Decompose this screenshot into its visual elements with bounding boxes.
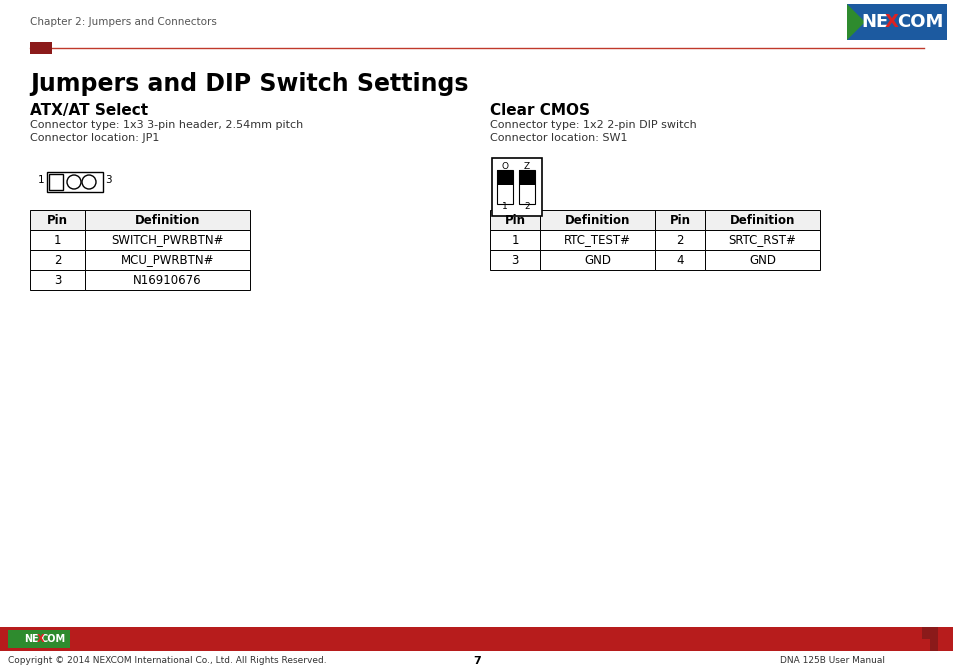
Bar xyxy=(655,210,704,230)
Bar xyxy=(490,250,539,270)
Text: GND: GND xyxy=(748,253,775,267)
Text: N16910676: N16910676 xyxy=(133,274,202,286)
Bar xyxy=(704,210,820,230)
Text: Connector type: 1x3 3-pin header, 2.54mm pitch: Connector type: 1x3 3-pin header, 2.54mm… xyxy=(30,120,303,130)
Bar xyxy=(490,230,539,250)
Bar xyxy=(655,250,704,270)
Bar xyxy=(490,210,539,230)
Text: Definition: Definition xyxy=(134,214,200,226)
Text: Z: Z xyxy=(523,162,530,171)
Text: COM: COM xyxy=(41,634,66,644)
Text: X: X xyxy=(37,634,45,644)
Text: Connector location: SW1: Connector location: SW1 xyxy=(490,133,627,143)
Text: 3: 3 xyxy=(53,274,61,286)
Bar xyxy=(85,230,250,250)
Bar xyxy=(8,630,70,648)
Text: RTC_TEST#: RTC_TEST# xyxy=(563,233,630,247)
Bar xyxy=(539,210,655,230)
Text: X: X xyxy=(884,13,898,31)
Bar xyxy=(921,627,937,639)
Bar xyxy=(85,270,250,290)
Text: 1: 1 xyxy=(501,202,507,211)
Text: NE: NE xyxy=(24,634,39,644)
Bar xyxy=(30,250,85,270)
Bar xyxy=(704,250,820,270)
Bar xyxy=(0,627,953,651)
Polygon shape xyxy=(846,4,864,40)
Text: ATX/AT Select: ATX/AT Select xyxy=(30,103,148,118)
Text: SWITCH_PWRBTN#: SWITCH_PWRBTN# xyxy=(112,233,224,247)
Bar xyxy=(30,270,85,290)
Text: Pin: Pin xyxy=(47,214,68,226)
Bar xyxy=(704,230,820,250)
Text: MCU_PWRBTN#: MCU_PWRBTN# xyxy=(121,253,214,267)
Bar xyxy=(30,230,85,250)
Text: O: O xyxy=(501,162,508,171)
Text: 4: 4 xyxy=(676,253,683,267)
Bar xyxy=(518,170,535,204)
Text: COM: COM xyxy=(896,13,943,31)
Text: Definition: Definition xyxy=(564,214,630,226)
Bar xyxy=(30,210,85,230)
Bar xyxy=(497,170,513,185)
Text: Connector location: JP1: Connector location: JP1 xyxy=(30,133,159,143)
Text: 7: 7 xyxy=(473,656,480,666)
Text: Copyright © 2014 NEXCOM International Co., Ltd. All Rights Reserved.: Copyright © 2014 NEXCOM International Co… xyxy=(8,656,326,665)
Text: Pin: Pin xyxy=(669,214,690,226)
Text: 3: 3 xyxy=(105,175,112,185)
Bar xyxy=(30,42,52,54)
Bar xyxy=(518,170,535,185)
Bar xyxy=(47,172,103,192)
Text: 1: 1 xyxy=(511,233,518,247)
Bar xyxy=(49,174,63,190)
Text: Connector type: 1x2 2-pin DIP switch: Connector type: 1x2 2-pin DIP switch xyxy=(490,120,696,130)
Text: Clear CMOS: Clear CMOS xyxy=(490,103,589,118)
Text: 3: 3 xyxy=(511,253,518,267)
Text: 2: 2 xyxy=(676,233,683,247)
Text: 1: 1 xyxy=(38,175,45,185)
Text: DNA 125B User Manual: DNA 125B User Manual xyxy=(780,656,884,665)
Bar xyxy=(655,230,704,250)
Bar xyxy=(497,170,513,204)
Text: NE: NE xyxy=(861,13,887,31)
Text: 2: 2 xyxy=(53,253,61,267)
Bar xyxy=(929,639,937,651)
Bar xyxy=(492,158,541,216)
Text: Jumpers and DIP Switch Settings: Jumpers and DIP Switch Settings xyxy=(30,72,468,96)
Bar xyxy=(539,230,655,250)
Bar xyxy=(539,250,655,270)
Text: 2: 2 xyxy=(523,202,529,211)
Text: Pin: Pin xyxy=(504,214,525,226)
Text: Definition: Definition xyxy=(729,214,795,226)
Text: 1: 1 xyxy=(53,233,61,247)
Text: SRTC_RST#: SRTC_RST# xyxy=(728,233,796,247)
Bar xyxy=(85,210,250,230)
Text: Chapter 2: Jumpers and Connectors: Chapter 2: Jumpers and Connectors xyxy=(30,17,216,27)
Bar xyxy=(85,250,250,270)
Text: GND: GND xyxy=(583,253,610,267)
Bar xyxy=(846,4,946,40)
